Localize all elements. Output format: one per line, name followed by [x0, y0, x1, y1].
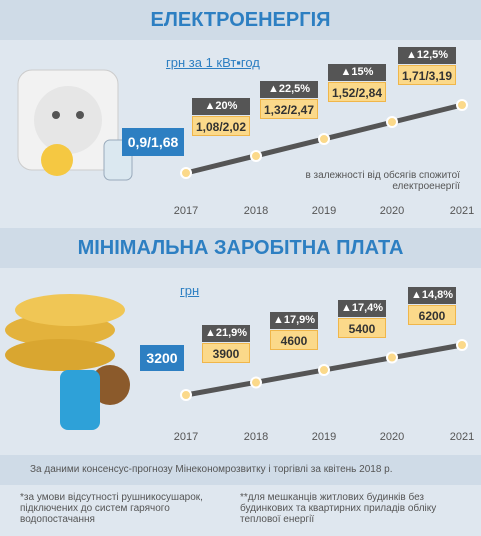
person-body	[60, 370, 100, 430]
point	[386, 351, 398, 364]
point	[318, 133, 330, 145]
header-band	[0, 0, 481, 40]
year-label: 2018	[243, 205, 269, 217]
point	[180, 167, 192, 179]
point	[386, 116, 398, 128]
point	[250, 150, 262, 162]
year-label: 2017	[173, 431, 199, 443]
year-label: 2020	[379, 431, 405, 443]
socket-hole	[76, 111, 84, 119]
coins	[5, 339, 115, 371]
socket-hole	[52, 111, 60, 119]
change-label: ▲22,5%	[260, 81, 318, 98]
year-label: 2017	[173, 205, 199, 217]
year-label: 2018	[243, 431, 269, 443]
footnote: **для мешканців житлових будинків без бу…	[240, 492, 437, 525]
point	[180, 389, 192, 401]
unit-label: грн	[180, 283, 200, 298]
value-label: 6200	[408, 305, 456, 325]
note: в залежності від обсягів спожитої електр…	[305, 170, 460, 192]
change-label: ▲17,9%	[270, 312, 318, 329]
unit-label: грн за 1 кВт▪год	[166, 55, 260, 70]
year-label: 2021	[449, 205, 475, 217]
value-label: 1,08/2,02	[192, 116, 250, 136]
change-label: ▲17,4%	[338, 299, 386, 317]
section-title: ЕЛЕКТРОЕНЕРГІЯ	[150, 9, 331, 31]
source-band	[0, 455, 481, 485]
value-label: 4600	[270, 330, 318, 350]
value-label: 3900	[202, 342, 250, 363]
point	[456, 99, 468, 111]
value-label: 5400	[338, 317, 386, 338]
value-label: 1,32/2,47	[260, 99, 318, 119]
source: За даними консенсус-прогнозу Мінекономро…	[30, 464, 393, 475]
change-label: ▲15%	[328, 64, 386, 81]
bulb	[41, 144, 73, 176]
year-label: 2021	[449, 431, 475, 443]
coins	[15, 294, 125, 326]
change-label: ▲20%	[192, 98, 250, 115]
point	[250, 376, 262, 389]
year-label: 2020	[379, 205, 405, 217]
base-value: 3200	[140, 345, 184, 371]
point	[456, 339, 468, 351]
year-label: 2019	[311, 431, 337, 443]
base-value: 0,9/1,68	[122, 128, 184, 156]
point	[318, 364, 330, 376]
change-label: ▲14,8%	[408, 287, 456, 304]
year-label: 2019	[311, 205, 337, 217]
change-label: ▲12,5%	[398, 47, 456, 64]
footnote: *за умови відсутності рушникосушарок, пі…	[20, 492, 203, 525]
value-label: 1,71/3,19	[398, 65, 456, 85]
change-label: ▲21,9%	[202, 324, 250, 342]
value-label: 1,52/2,84	[328, 82, 386, 102]
socket-face	[34, 86, 102, 154]
header-band	[0, 228, 481, 268]
section-title: МІНІМАЛЬНА ЗАРОБІТНА ПЛАТА	[77, 237, 404, 259]
